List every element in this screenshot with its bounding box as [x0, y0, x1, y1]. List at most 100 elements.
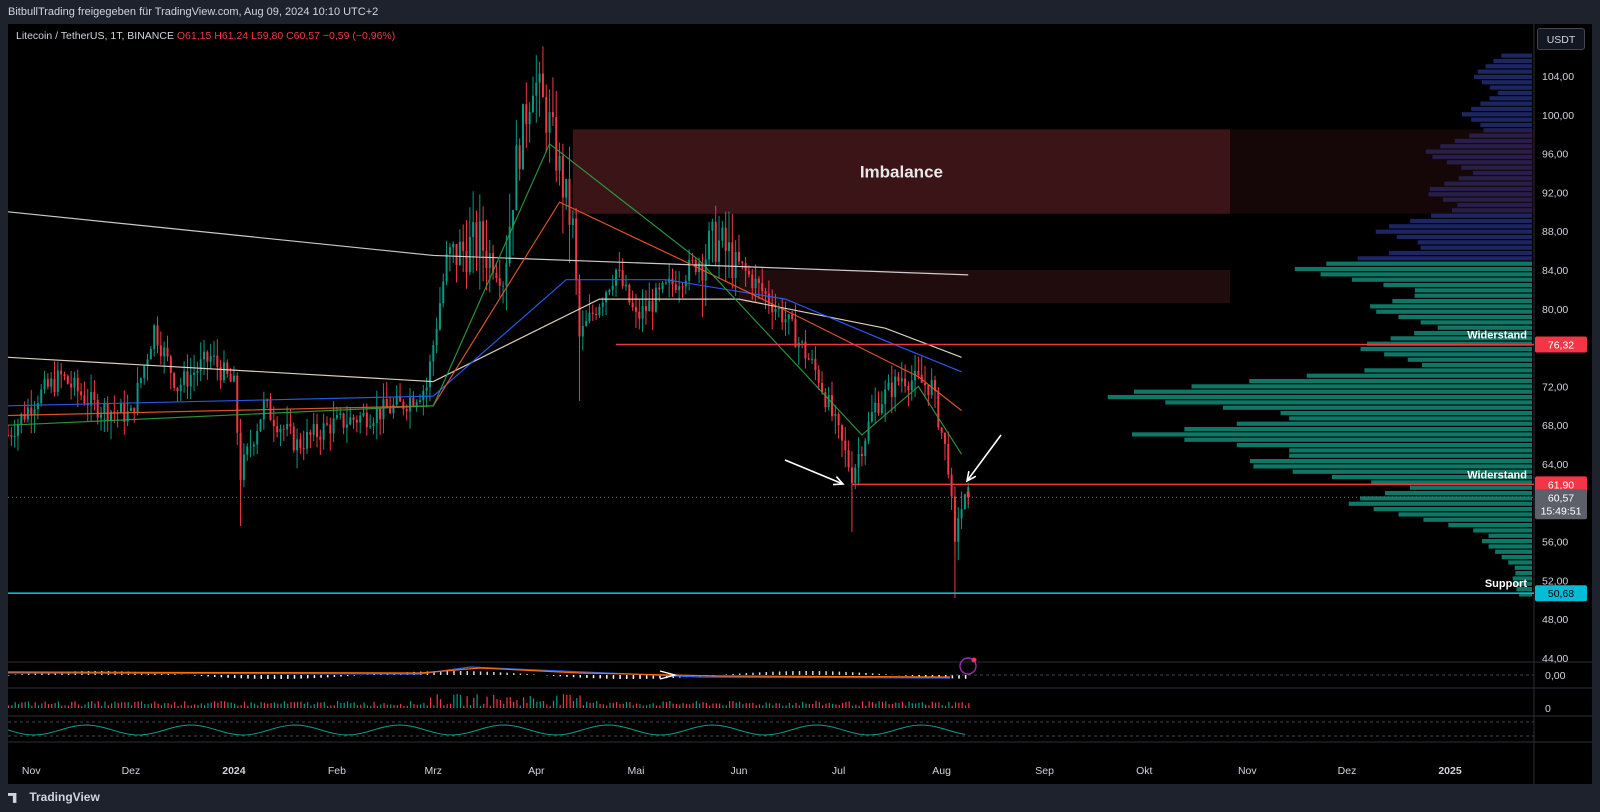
volume-bar — [71, 701, 73, 708]
volume-profile-bar — [1471, 117, 1532, 122]
candle-body — [63, 374, 66, 377]
volume-bar — [247, 705, 249, 708]
volume-profile-bar — [1376, 309, 1532, 314]
candle-body — [113, 411, 116, 413]
volume-bar — [898, 702, 900, 708]
volume-bar — [549, 705, 551, 708]
volume-profile-bar — [1320, 272, 1532, 277]
volume-profile-bar — [1383, 282, 1532, 288]
candle-body — [575, 218, 578, 280]
volume-bar — [310, 705, 312, 708]
volume-profile-bar — [1410, 218, 1532, 224]
volume-bar — [330, 705, 332, 708]
volume-bar — [104, 701, 106, 708]
candle-body — [708, 230, 711, 260]
price-axis-tick: 48,00 — [1542, 614, 1568, 626]
macd-histogram-bar — [845, 671, 847, 675]
macd-histogram-bar — [513, 673, 515, 675]
chart-frame[interactable]: Imbalance Widerstand Widerstand Support 104,… — [7, 24, 1592, 784]
candle-body — [924, 382, 927, 386]
macd-histogram-bar — [300, 675, 302, 679]
candle-body — [578, 279, 581, 337]
volume-bar — [323, 702, 325, 708]
macd-histogram-bar — [41, 672, 43, 675]
volume-profile-bar — [1420, 245, 1532, 250]
volume-bar — [755, 705, 757, 708]
volume-bar — [130, 705, 133, 708]
volume-bar — [200, 703, 202, 708]
candle-body — [854, 467, 857, 483]
volume-bar — [812, 704, 814, 708]
volume-profile-bar — [1389, 224, 1532, 229]
candle-body — [904, 378, 907, 387]
candle-body — [611, 285, 614, 290]
volume-profile-bar — [1473, 528, 1532, 533]
macd-histogram-bar — [798, 671, 801, 675]
candle-body — [747, 270, 750, 275]
volume-bar — [642, 705, 644, 708]
macd-histogram-bar — [626, 675, 628, 679]
candle-body — [953, 496, 956, 542]
volume-profile-bar — [1326, 261, 1532, 266]
price-axis-panel[interactable] — [1534, 24, 1592, 764]
volume-bar — [14, 702, 16, 708]
macd-histogram-bar — [918, 675, 920, 677]
volume-bar — [469, 705, 472, 708]
macd-histogram-bar — [738, 673, 741, 675]
low-value: L59,80 — [251, 30, 284, 42]
volume-bar — [263, 702, 266, 708]
candle-body — [791, 314, 794, 320]
volume-bar — [838, 704, 840, 708]
volume-bar — [891, 703, 894, 708]
candle-body — [857, 453, 860, 468]
candle-body — [306, 432, 309, 449]
volume-bar — [270, 703, 272, 708]
macd-histogram-bar — [34, 673, 37, 675]
candle-body — [834, 413, 837, 417]
candle-body — [395, 396, 398, 405]
volume-bar — [204, 704, 206, 708]
macd-histogram-bar — [586, 675, 588, 678]
volume-bar — [635, 703, 638, 708]
candle-body — [100, 414, 103, 418]
volume-bar — [134, 702, 136, 708]
macd-signal-line — [7, 667, 951, 678]
volume-profile-bar — [1454, 138, 1532, 144]
currency-button[interactable]: USDT — [1537, 28, 1585, 50]
volume-bar — [805, 703, 807, 708]
volume-bar — [745, 703, 747, 708]
tradingview-logo-icon — [8, 792, 17, 803]
volume-bar — [958, 702, 960, 708]
volume-bar — [336, 701, 339, 708]
volume-profile-bar — [1482, 539, 1532, 544]
candle-body — [60, 370, 63, 375]
candle-body — [801, 341, 804, 343]
volume-profile-bar — [1332, 474, 1532, 480]
volume-bar — [373, 701, 375, 708]
candle-body — [159, 345, 162, 357]
alert-lightning-icon[interactable] — [959, 657, 977, 675]
candle-body — [711, 221, 714, 231]
candle-body — [555, 117, 558, 171]
tradingview-brand[interactable]: TradingView — [8, 790, 100, 804]
volume-profile-bar — [1165, 400, 1532, 405]
volume-bar — [177, 705, 179, 708]
volume-bar — [798, 705, 800, 708]
macd-histogram-bar — [233, 675, 236, 679]
chart-svg[interactable]: Imbalance Widerstand Widerstand Support 104,… — [7, 24, 1592, 784]
volume-bar — [795, 702, 797, 708]
volume-bar — [340, 702, 342, 708]
volume-bar — [785, 705, 787, 708]
candle-body — [900, 378, 903, 382]
imbalance-zone-extension — [1230, 129, 1534, 214]
volume-bar — [317, 702, 319, 708]
volume-profile-bar — [1236, 421, 1532, 426]
volume-bar — [632, 705, 634, 708]
volume-bar — [390, 704, 392, 708]
candle-body — [870, 412, 873, 422]
volume-profile-bar — [1512, 576, 1532, 581]
macd-histogram-bar — [645, 675, 648, 679]
candle-body — [103, 402, 106, 415]
volume-bar — [416, 704, 418, 708]
volume-bar — [921, 702, 923, 708]
